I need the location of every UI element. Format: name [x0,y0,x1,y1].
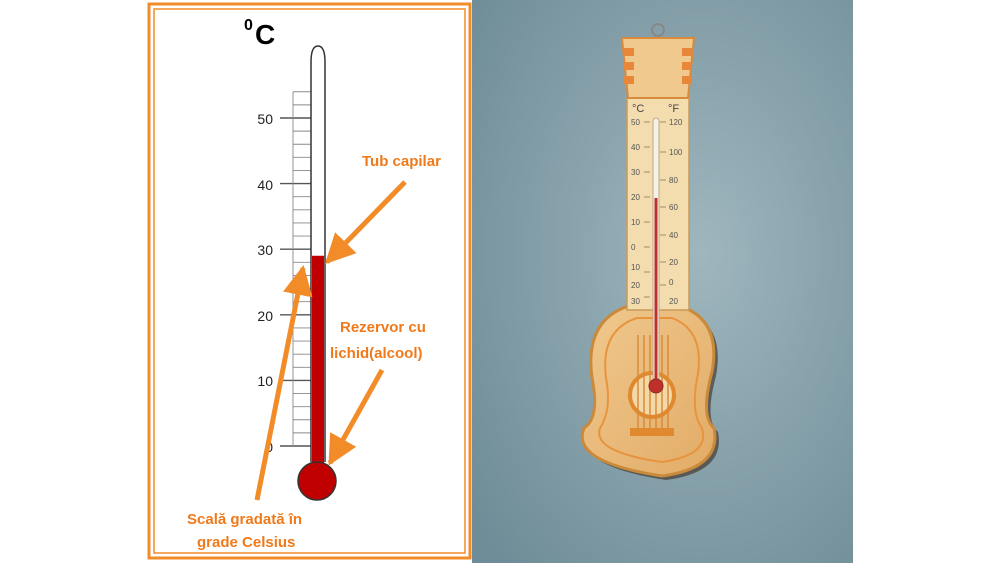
photo-fahrenheit-unit: °F [668,103,679,115]
callout-scale-line2: grade Celsius [197,534,295,551]
scale-labels: 50 40 30 20 10 0 [257,111,273,455]
svg-text:50: 50 [631,118,640,127]
svg-text:10: 10 [631,218,640,227]
frame-outer [147,2,472,560]
callout-capillary-tube: Tub capilar [362,153,441,170]
photo-tick-marks [644,121,666,298]
svg-text:40: 40 [631,143,640,152]
svg-text:20: 20 [669,297,678,306]
photo-illustration: °C °F 50 40 30 20 10 0 10 20 30 120 100 … [472,0,853,563]
svg-text:20: 20 [631,281,640,290]
svg-text:100: 100 [669,148,683,157]
scale-label-20: 20 [257,308,273,324]
scale-label-10: 10 [257,373,273,389]
scale-label-30: 30 [257,242,273,258]
scale-label-50: 50 [257,111,273,127]
svg-text:0: 0 [669,278,674,287]
photo-fahrenheit-scale: 120 100 80 60 40 20 0 20 [669,118,683,306]
guitar-bridge [630,428,674,436]
arrow-reservoir [327,368,385,466]
tuning-pegs [624,48,692,84]
svg-text:60: 60 [669,203,678,212]
svg-text:20: 20 [631,193,640,202]
thermometer-photo: °C °F 50 40 30 20 10 0 10 20 30 120 100 … [472,0,853,563]
callout-reservoir-line2: lichid(alcool) [330,345,423,362]
photo-red-liquid [654,198,658,382]
svg-text:10: 10 [631,263,640,272]
scale-ticks [280,91,311,447]
arrow-scale [254,265,313,501]
photo-bulb [648,378,664,394]
svg-text:20: 20 [669,258,678,267]
svg-text:30: 30 [631,297,640,306]
scale-label-40: 40 [257,177,273,193]
svg-text:120: 120 [669,118,683,127]
svg-text:40: 40 [669,231,678,240]
thermometer-diagram: 0 C 50 40 30 20 10 0 Tub capilar Rezervo… [147,2,472,560]
photo-celsius-unit: °C [632,103,644,115]
liquid-column [312,255,324,466]
unit-superscript: 0 [244,17,253,34]
callout-reservoir-line1: Rezervor cu [340,319,426,336]
unit-letter: C [255,19,275,50]
hanging-hole [651,23,665,37]
guitar-inlay [598,317,705,464]
arrow-capillary-tube [324,180,407,265]
callout-scale-line1: Scală gradată în [187,511,302,528]
frame-inner [153,8,466,554]
svg-text:30: 30 [631,168,640,177]
photo-celsius-scale: 50 40 30 20 10 0 10 20 30 [631,118,640,306]
svg-text:80: 80 [669,176,678,185]
svg-text:0: 0 [631,243,636,252]
reservoir-bulb [297,461,337,501]
thermometer-diagram-panel: 0 C 50 40 30 20 10 0 Tub capilar Rezervo… [147,0,472,563]
